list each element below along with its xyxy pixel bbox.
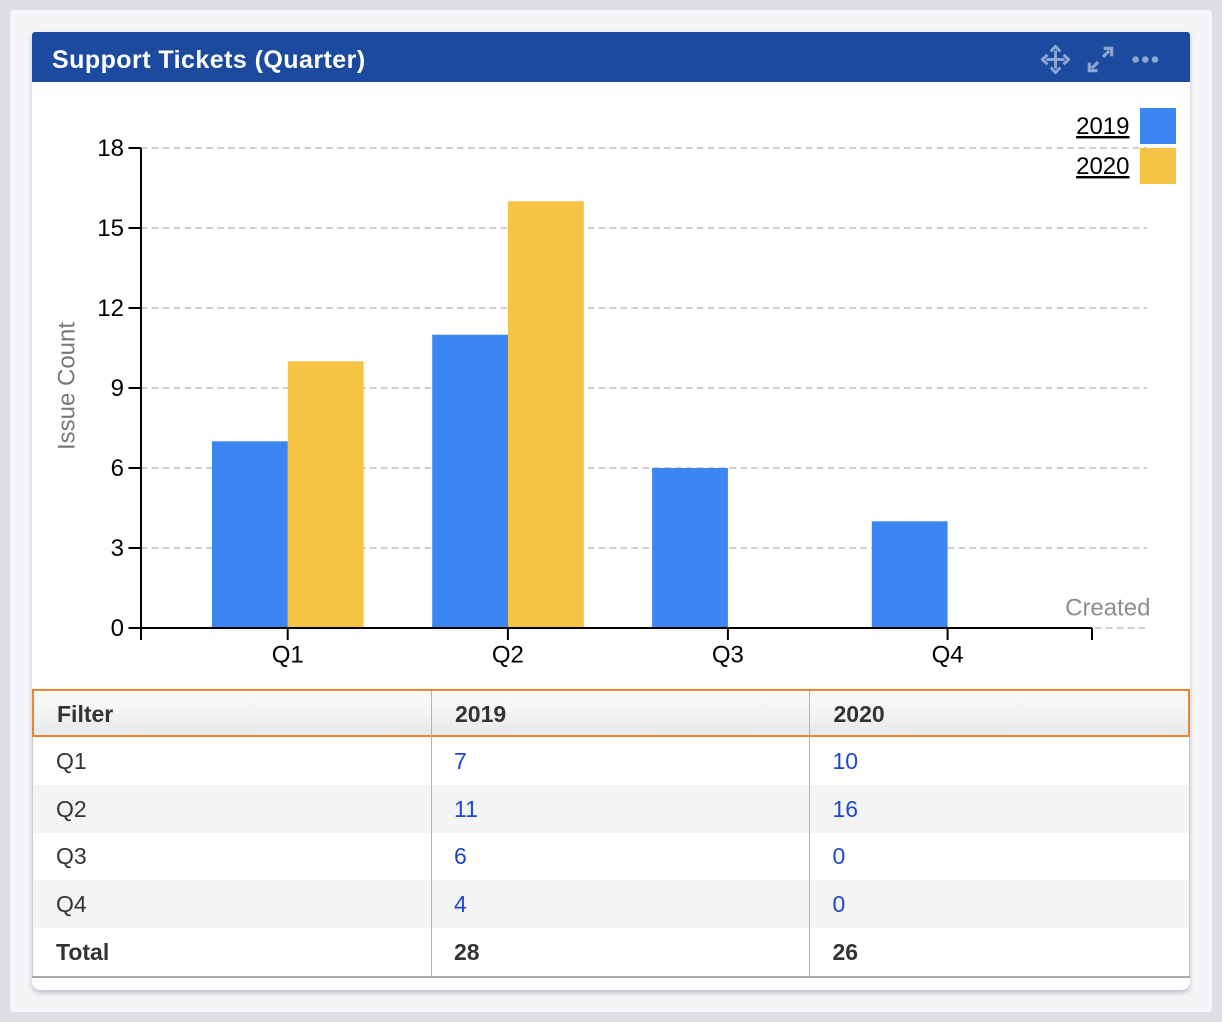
svg-text:18: 18 xyxy=(97,135,124,162)
svg-text:Q4: Q4 xyxy=(932,642,964,669)
svg-text:Q2: Q2 xyxy=(492,642,524,669)
svg-text:9: 9 xyxy=(111,375,124,402)
svg-text:12: 12 xyxy=(97,295,124,322)
svg-text:2020: 2020 xyxy=(1076,153,1129,180)
svg-text:Issue Count: Issue Count xyxy=(54,322,81,450)
svg-text:6: 6 xyxy=(111,455,124,482)
svg-text:Created: Created xyxy=(1065,595,1150,622)
svg-text:15: 15 xyxy=(97,215,124,242)
svg-text:3: 3 xyxy=(111,535,124,562)
svg-text:2019: 2019 xyxy=(1076,113,1129,140)
svg-text:0: 0 xyxy=(111,615,124,642)
svg-text:Q1: Q1 xyxy=(272,642,304,669)
svg-text:Q3: Q3 xyxy=(712,642,744,669)
